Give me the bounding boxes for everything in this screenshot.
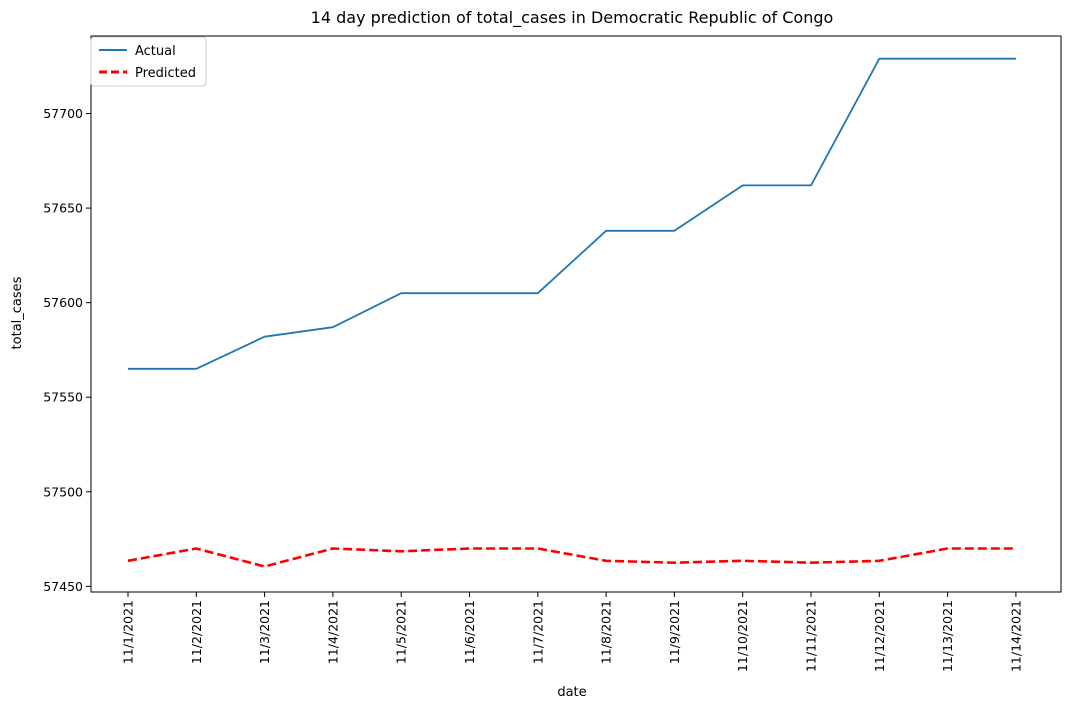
- legend-label-actual: Actual: [135, 44, 176, 59]
- x-tick-label: 11/10/2021: [735, 600, 750, 672]
- x-tick-label: 11/6/2021: [462, 600, 477, 664]
- y-tick-label: 57650: [43, 201, 83, 216]
- y-axis-ticks: 57450 57500 57550 57600 57650 57700: [43, 106, 91, 594]
- x-tick-label: 11/3/2021: [257, 600, 272, 664]
- plot-frame: [90, 35, 1062, 593]
- x-tick-label: 11/1/2021: [121, 600, 136, 664]
- series-line-actual: [128, 57, 1016, 370]
- x-tick-label: 11/9/2021: [667, 600, 682, 664]
- plot-axes: [90, 35, 1062, 593]
- x-tick-label: 11/5/2021: [394, 600, 409, 664]
- x-tick-label: 11/8/2021: [599, 600, 614, 664]
- x-tick-label: 11/11/2021: [804, 600, 819, 672]
- x-tick-label: 11/13/2021: [940, 600, 955, 672]
- legend-label-predicted: Predicted: [135, 66, 196, 81]
- chart-title: 14 day prediction of total_cases in Demo…: [311, 8, 834, 28]
- series-line-predicted: [127, 547, 1016, 568]
- x-tick-label: 11/2/2021: [189, 600, 204, 664]
- y-tick-label: 57500: [43, 484, 83, 499]
- x-tick-label: 11/12/2021: [872, 600, 887, 672]
- x-axis-label: date: [557, 685, 586, 700]
- y-tick-label: 57700: [43, 106, 83, 121]
- x-axis-ticks: 11/1/2021 11/2/2021 11/3/2021 11/4/2021 11/5…: [121, 592, 1023, 672]
- series-lines: [127, 57, 1016, 568]
- y-tick-label: 57600: [43, 295, 83, 310]
- x-tick-label: 11/7/2021: [530, 600, 545, 664]
- y-tick-label: 57550: [43, 390, 83, 405]
- y-axis-label: total_cases: [10, 276, 25, 349]
- x-tick-label: 11/14/2021: [1008, 600, 1023, 672]
- y-tick-label: 57450: [43, 579, 83, 594]
- x-tick-label: 11/4/2021: [325, 600, 340, 664]
- legend: Actual Predicted: [90, 36, 207, 87]
